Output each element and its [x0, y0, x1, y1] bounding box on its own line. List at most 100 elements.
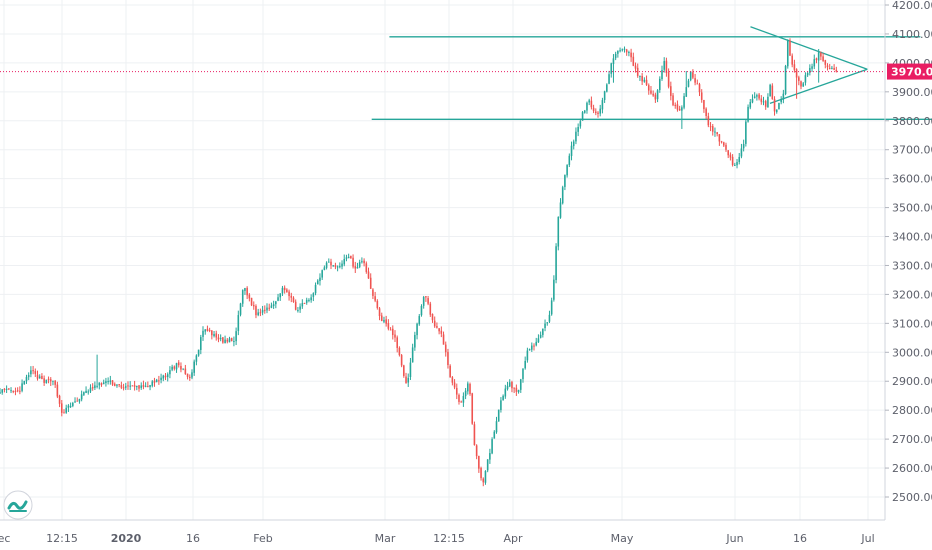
price-axis[interactable]: 2500.00 2600.00 2700.00 2800.00 2900.00 3000.…	[885, 0, 932, 504]
candle-body	[85, 390, 87, 393]
candle-body	[65, 407, 67, 413]
time-axis[interactable]: ec 12:15 2020 16 Feb Mar 12:15 Apr May Jun 16 Jul	[0, 532, 875, 545]
candle-body	[36, 374, 39, 379]
candle-body	[204, 329, 207, 332]
candle-body	[658, 78, 661, 90]
candle-body	[775, 109, 778, 113]
candle-body	[588, 100, 590, 103]
candle-body	[241, 290, 244, 304]
candle-body	[405, 376, 407, 383]
candle-body	[692, 72, 694, 78]
candle-body	[385, 319, 387, 324]
candle-body	[72, 403, 74, 406]
candle-body	[612, 58, 615, 65]
candle-body	[725, 144, 727, 150]
candle-body	[347, 256, 350, 259]
candle-body	[577, 127, 579, 132]
candle-body	[681, 107, 683, 111]
candle-body	[226, 339, 229, 342]
candle-body	[804, 75, 807, 83]
candle-body	[835, 69, 838, 72]
candle-body	[636, 67, 639, 76]
candle-body	[639, 75, 641, 77]
candle-body	[339, 266, 341, 268]
candle-body	[678, 108, 681, 111]
y-tick-label: 3100.00	[892, 317, 932, 330]
candle-body	[436, 326, 438, 328]
candle-body	[606, 84, 608, 92]
candle-body	[742, 144, 745, 149]
x-tick-label: Feb	[253, 532, 272, 545]
candle-body	[208, 330, 211, 332]
candle-body	[158, 380, 160, 382]
candle-body	[707, 116, 710, 126]
trendline-layer	[371, 26, 932, 120]
candle-body	[705, 108, 707, 116]
candle-body	[608, 74, 610, 84]
candle-body	[557, 216, 560, 247]
candle-body	[177, 362, 180, 366]
candle-body	[555, 246, 557, 281]
candle-body	[151, 381, 154, 386]
candle-body	[553, 279, 555, 300]
candle-body	[460, 401, 462, 403]
candle-body	[758, 94, 760, 99]
candle-body	[78, 399, 81, 402]
tradingview-logo[interactable]	[3, 490, 33, 520]
candle-body	[400, 355, 403, 366]
candle-body	[583, 110, 586, 113]
y-tick-label: 2500.00	[892, 491, 932, 504]
candle-body	[332, 265, 335, 267]
candle-body	[643, 79, 646, 82]
candle-body	[120, 385, 123, 388]
candle-body	[531, 345, 533, 350]
candle-body	[56, 384, 59, 397]
candle-body	[3, 388, 6, 390]
candle-body	[594, 111, 597, 113]
candle-body	[734, 164, 736, 166]
candle-body	[219, 338, 222, 340]
candle-body	[731, 156, 734, 166]
candle-body	[301, 303, 304, 307]
candle-body	[489, 453, 491, 460]
candle-body	[625, 49, 628, 53]
candle-body	[136, 386, 138, 388]
candle-body	[116, 384, 118, 386]
candle-body	[628, 52, 630, 54]
candle-body	[548, 314, 551, 322]
candle-body	[140, 385, 143, 388]
candle-body	[475, 445, 478, 457]
candle-body	[319, 277, 321, 282]
trendline	[750, 26, 868, 70]
candle-body	[414, 334, 416, 348]
candle-body	[396, 337, 398, 348]
candle-body	[641, 76, 643, 82]
candle-body	[286, 289, 288, 292]
candle-body	[711, 126, 714, 132]
candle-body	[290, 295, 293, 298]
candle-body	[138, 385, 140, 389]
candle-body	[590, 100, 593, 108]
candle-body	[632, 56, 635, 66]
candle-body	[444, 344, 447, 353]
candle-body	[352, 257, 354, 267]
candle-body	[288, 291, 290, 297]
candle-body	[683, 96, 685, 108]
candle-body	[685, 87, 688, 97]
candle-body	[749, 102, 752, 108]
x-tick-label: 12:15	[46, 532, 78, 545]
candle-body	[661, 70, 663, 80]
candle-body	[519, 379, 522, 390]
candle-body	[292, 297, 295, 303]
candle-body	[575, 131, 577, 142]
candle-body	[186, 373, 189, 377]
candle-body	[495, 421, 498, 433]
candle-body	[5, 388, 8, 390]
candle-body	[504, 388, 507, 397]
candle-body	[486, 459, 489, 471]
candle-body	[211, 330, 213, 336]
candle-body	[131, 385, 134, 387]
candle-body	[773, 98, 776, 112]
candle-body	[25, 377, 28, 382]
